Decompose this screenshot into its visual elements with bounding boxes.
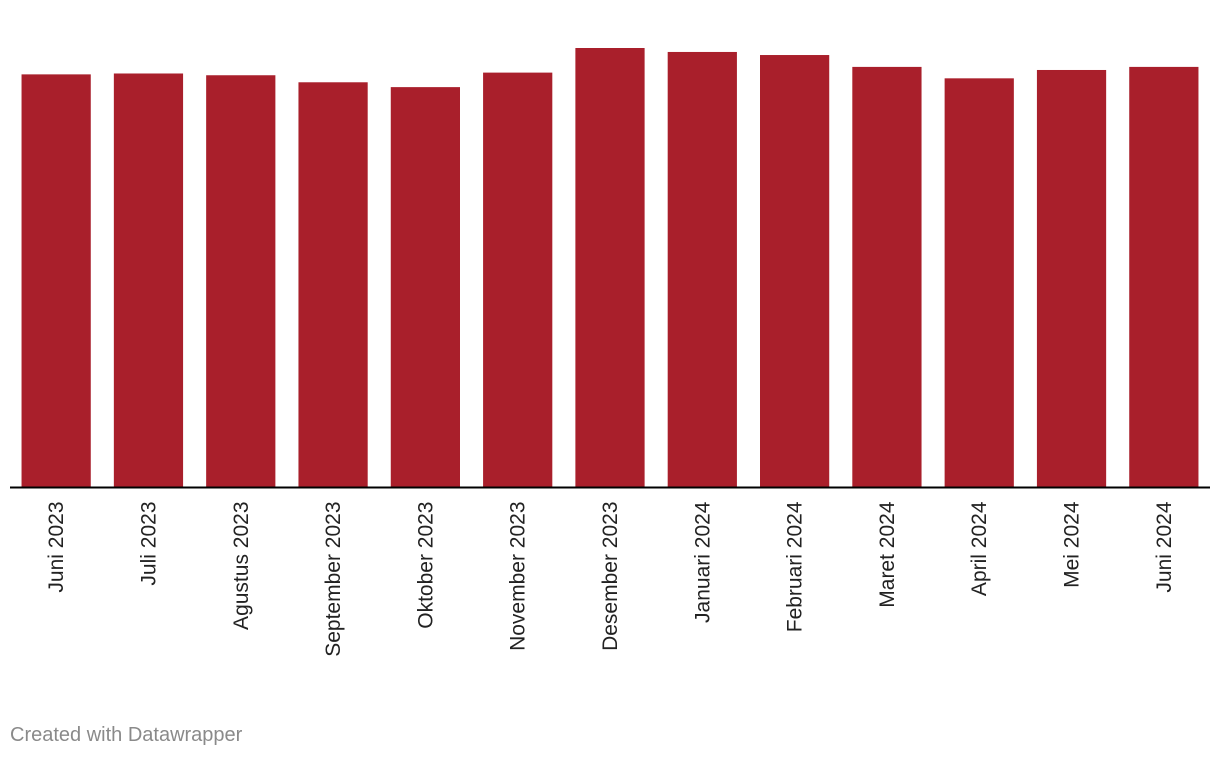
bar: [390, 87, 460, 488]
chart-area: Juni 2023 Juli 2023 Agustus 2023 September …: [10, 48, 1210, 657]
x-tick-label: November 2023: [507, 502, 530, 651]
x-tick-label: Juni 2024: [1153, 501, 1176, 592]
bar: [575, 48, 645, 488]
datawrapper-credit: Created with Datawrapper: [10, 724, 243, 746]
bar: [852, 66, 922, 488]
x-tick-label: April 2024: [968, 501, 991, 596]
x-tick-label: Februari 2024: [784, 501, 807, 632]
bar: [944, 78, 1014, 488]
bar: [1129, 66, 1199, 488]
bar: [113, 73, 184, 488]
bar: [483, 72, 553, 488]
x-tick-label: Agustus 2023: [230, 502, 253, 630]
x-tick-label: Januari 2024: [691, 501, 714, 623]
x-tick-label: Oktober 2023: [414, 502, 437, 629]
x-tick-label: September 2023: [322, 502, 345, 657]
bar-chart: Juni 2023 Juli 2023 Agustus 2023 September …: [10, 48, 1210, 657]
bar: [21, 74, 91, 488]
x-tick-label: Juni 2023: [45, 502, 68, 593]
x-tick-label: Mei 2024: [1061, 501, 1084, 588]
x-tick-label: Juli 2023: [137, 502, 160, 586]
bar: [1036, 69, 1107, 488]
bar-group: [21, 48, 1199, 488]
bar: [760, 55, 830, 488]
bar: [206, 75, 276, 488]
bar: [667, 51, 737, 488]
x-tick-labels: Juni 2023 Juli 2023 Agustus 2023 September …: [45, 501, 1176, 657]
x-tick-label: Maret 2024: [876, 501, 899, 608]
x-tick-label: Desember 2023: [599, 502, 622, 651]
bar: [298, 82, 368, 488]
